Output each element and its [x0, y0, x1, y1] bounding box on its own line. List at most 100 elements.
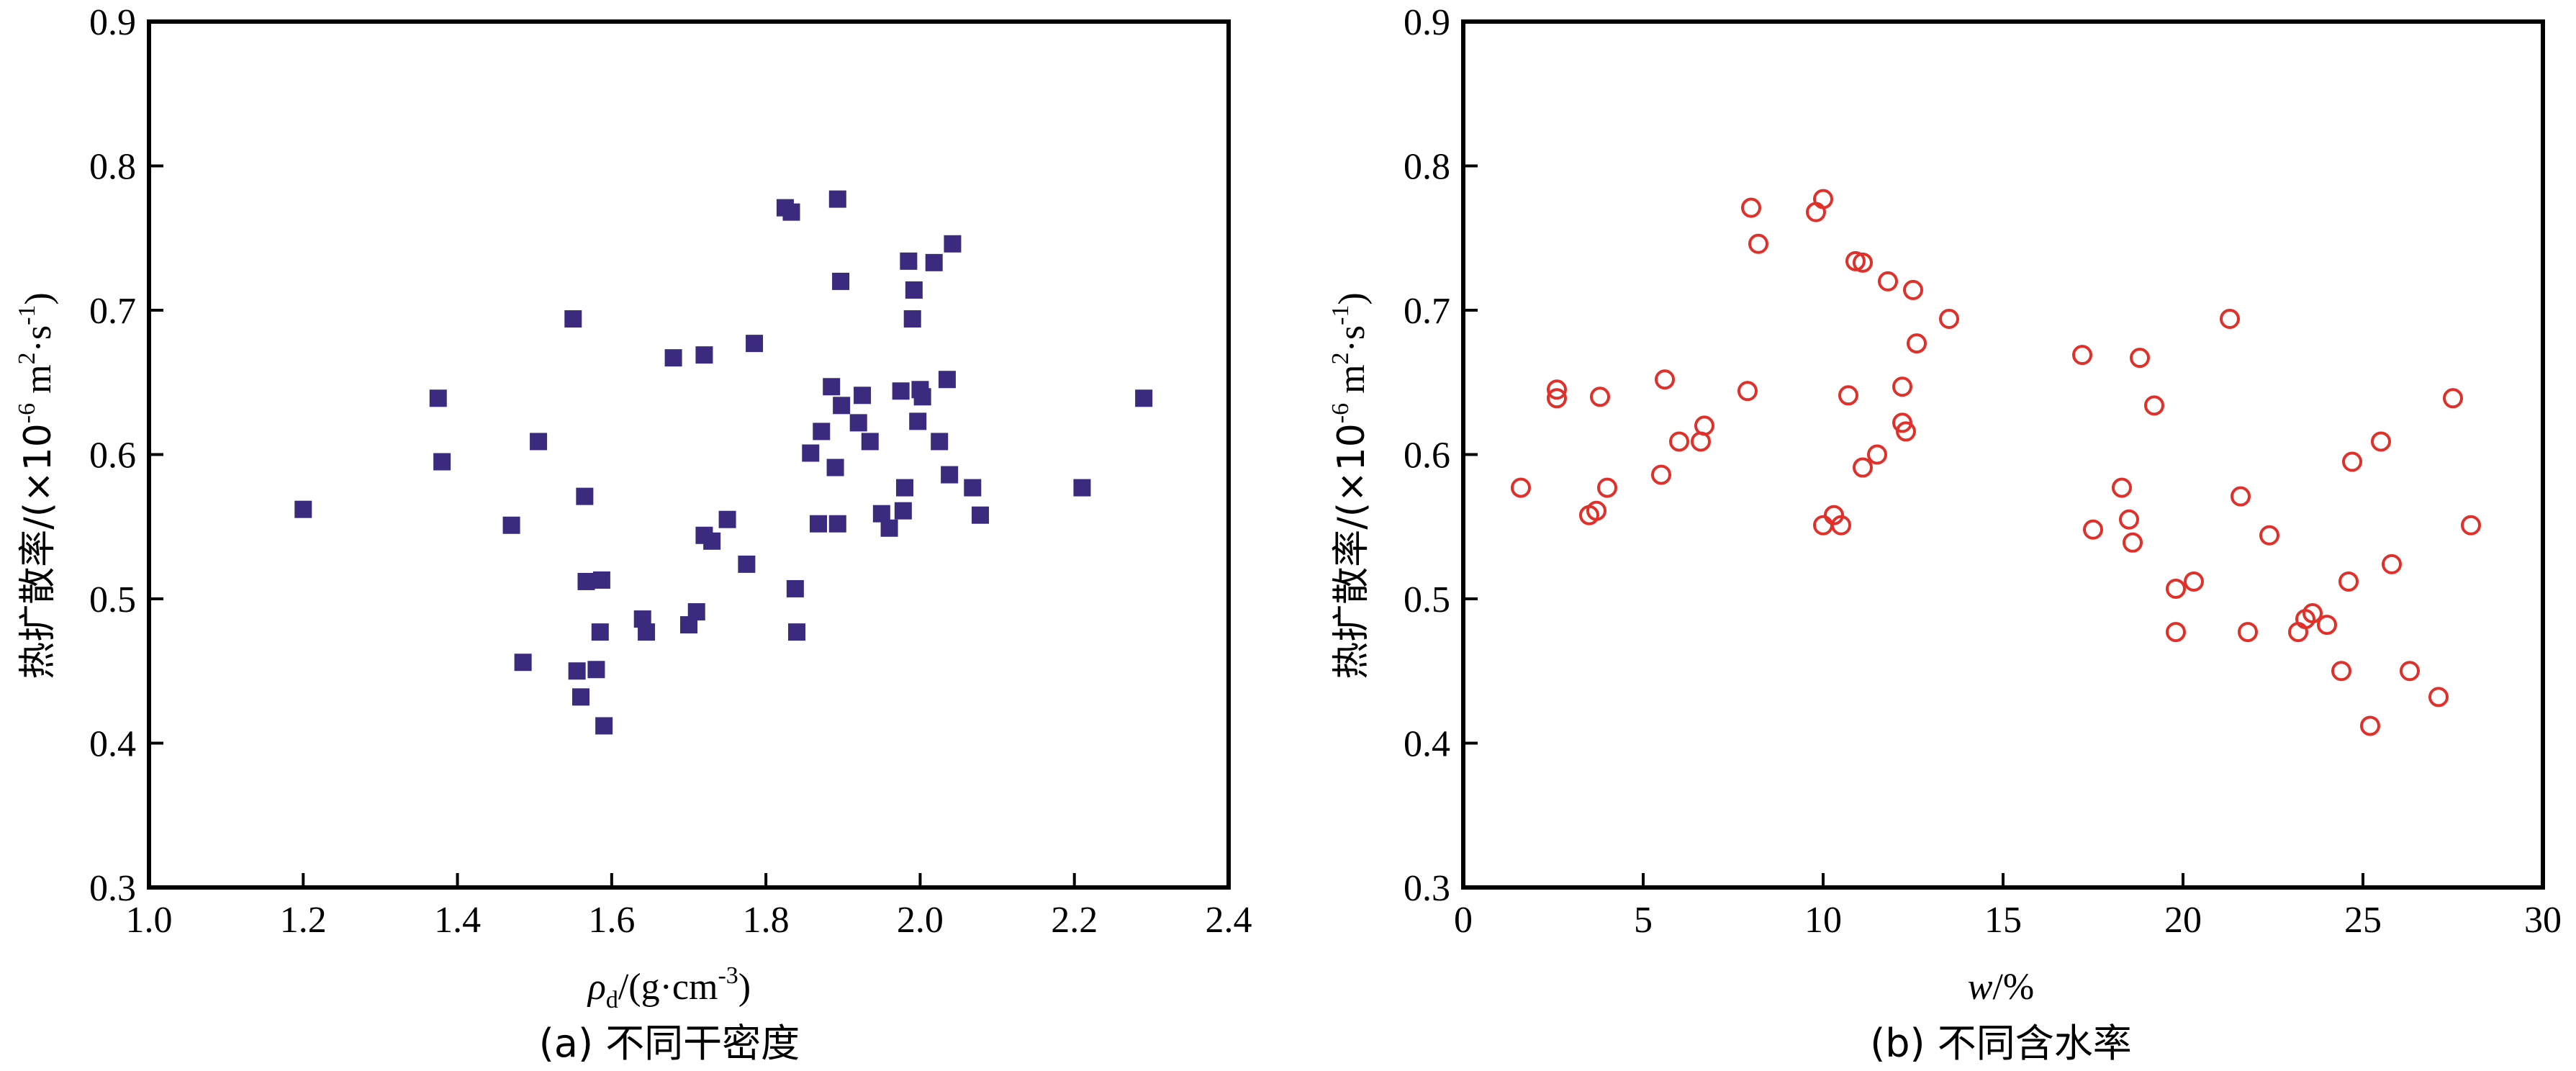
panel-a-data-point [913, 388, 931, 406]
panel-b-data-point [2443, 388, 2463, 409]
panel-b-data-point [1586, 500, 1606, 521]
panel-b-data-point [1878, 271, 1898, 292]
panel-a-data-point [905, 281, 923, 299]
panel-b-x-tick-label: 5 [1634, 900, 1653, 941]
panel-a-y-tick-label: 0.6 [89, 435, 136, 476]
panel-b-data-point [2461, 515, 2481, 536]
panel-a-data-point [1135, 389, 1153, 407]
panel-a-y-tick-label: 0.7 [89, 291, 136, 332]
panel-b-moisture-content: 0 5 10 15 20 25 30 0.3 0.4 0.5 0.6 0.7 0.8 0.9 w/% 热… [1327, 2, 2562, 1066]
panel-a-data-point [880, 519, 898, 537]
panel-a-x-tick-label: 2.2 [1051, 900, 1098, 941]
panel-a-x-tick-label: 1.6 [588, 900, 635, 941]
panel-b-data-point [1694, 415, 1714, 436]
panel-a-data-point [896, 479, 913, 497]
panel-b-data-point [2166, 622, 2186, 643]
panel-a-data-point [514, 654, 532, 672]
panel-b-y-tick-label: 0.7 [1404, 291, 1450, 332]
panel-a-data-point [591, 623, 609, 641]
panel-a-data-point [931, 433, 949, 451]
panel-b-x-tick-label: 10 [1804, 900, 1842, 941]
panel-a-data-point [664, 349, 682, 367]
panel-a-data-point [738, 555, 756, 573]
panel-b-data-point [1845, 250, 1866, 271]
panel-b-data-point [1511, 477, 1531, 498]
panel-b-data-point [1547, 388, 1567, 409]
panel-a-data-point [788, 623, 805, 641]
panel-b-caption: (b) 不同含水率 [1870, 1021, 2132, 1066]
panel-a-data-point [972, 506, 989, 524]
panel-a-data-point [833, 397, 851, 415]
panel-a-data-point [909, 412, 927, 430]
panel-a-x-tick-label: 1.8 [743, 900, 790, 941]
panel-a-data-point [587, 661, 605, 679]
panel-b-data-point [1853, 457, 1873, 478]
panel-a-x-tick-label: 1.0 [126, 900, 173, 941]
panel-b-y-tick-label: 0.9 [1404, 2, 1450, 43]
panel-b-data-point [2166, 578, 2186, 599]
panel-b-y-tick-label: 0.3 [1404, 868, 1450, 909]
panel-b-data-point [2119, 509, 2139, 530]
panel-a-data-point [786, 579, 804, 597]
panel-a-data-point [944, 235, 962, 253]
panel-a-y-tick-label: 0.9 [89, 2, 136, 43]
panel-a-data-point [572, 688, 589, 706]
panel-b-marks [1511, 189, 2481, 736]
panel-a-y-tick-label: 0.4 [89, 724, 136, 765]
panel-b-data-point [2220, 309, 2240, 330]
panel-a-x-tick-label: 1.4 [434, 900, 481, 941]
panel-a-data-point [849, 414, 867, 432]
panel-b-data-point [2072, 345, 2092, 366]
panel-a-data-point [964, 479, 982, 497]
panel-b-data-point [1737, 381, 1758, 402]
panel-b-data-point [1590, 387, 1610, 407]
panel-a-y-tick-label: 0.8 [89, 147, 136, 188]
panel-a-data-point [828, 515, 846, 533]
panel-b-data-point [2360, 715, 2380, 736]
panel-a-data-point [746, 335, 764, 353]
panel-a-data-point [718, 510, 736, 528]
panel-a-data-point [638, 623, 656, 641]
panel-a-y-axis: 0.3 0.4 0.5 0.6 0.7 0.8 0.9 [89, 2, 163, 909]
panel-a-data-point [823, 378, 841, 396]
panel-a-data-point [832, 272, 850, 290]
panel-b-data-point [1838, 385, 1858, 406]
panel-b-data-point [1813, 189, 1833, 209]
panel-a-data-point [861, 433, 879, 451]
panel-a-caption: (a) 不同干密度 [539, 1021, 800, 1066]
panel-b-data-point [1748, 233, 1768, 254]
panel-b-data-point [2144, 395, 2164, 416]
panel-b-data-point [2338, 571, 2359, 592]
panel-a-data-point [941, 466, 959, 484]
panel-a-y-tick-label: 0.5 [89, 579, 136, 620]
panel-b-data-point [2259, 525, 2279, 546]
panel-b-y-axis: 0.3 0.4 0.5 0.6 0.7 0.8 0.9 [1404, 2, 1478, 909]
panel-a-data-point [695, 346, 713, 364]
panel-a-data-point [294, 500, 312, 518]
panel-b-data-point [1655, 369, 1675, 390]
panel-a-data-point [810, 515, 827, 533]
panel-b-data-point [2428, 687, 2449, 708]
panel-b-y-tick-label: 0.5 [1404, 579, 1450, 620]
panel-b-data-point [1907, 333, 1927, 354]
panel-b-data-point [1903, 279, 1923, 300]
panel-b-data-point [2331, 661, 2351, 682]
panel-b-data-point [2130, 348, 2150, 369]
panel-b-x-axis-label: w/% [1968, 967, 2034, 1008]
panel-b-data-point [2371, 431, 2391, 452]
panel-a-data-point [564, 310, 582, 328]
panel-b-data-point [2342, 451, 2362, 472]
panel-a-data-point [1073, 479, 1091, 497]
panel-b-data-point [1896, 421, 1916, 442]
panel-b-y-axis-label: 热扩散率/(×10-6 m2·s-1) [1327, 292, 1373, 679]
panel-a-data-point [703, 532, 721, 550]
panel-a-x-tick-label: 1.2 [280, 900, 327, 941]
panel-a-data-point [576, 487, 594, 505]
panel-a-data-point [938, 371, 956, 389]
panel-b-data-point [1669, 431, 1689, 452]
panel-b-x-tick-label: 0 [1454, 900, 1473, 941]
panel-b-data-point [1741, 197, 1761, 218]
panel-b-data-point [1853, 252, 1873, 273]
panel-a-data-point [854, 387, 872, 405]
panel-a-data-point [813, 422, 831, 440]
